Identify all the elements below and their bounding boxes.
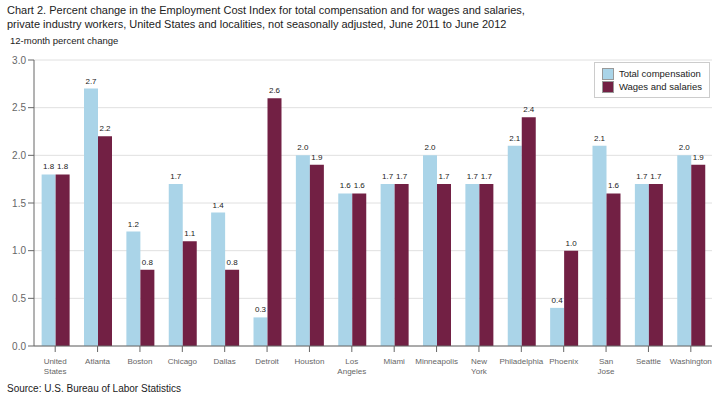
svg-text:1.5: 1.5 (12, 198, 26, 209)
svg-text:0.8: 0.8 (142, 258, 154, 267)
svg-text:0.8: 0.8 (227, 258, 239, 267)
svg-text:1.7: 1.7 (438, 172, 450, 181)
svg-text:2.1: 2.1 (594, 134, 606, 143)
svg-text:1.7: 1.7 (467, 172, 479, 181)
svg-text:1.4: 1.4 (213, 201, 225, 210)
svg-text:2.0: 2.0 (424, 143, 436, 152)
svg-text:Chicago: Chicago (168, 357, 198, 366)
svg-text:1.7: 1.7 (481, 172, 493, 181)
svg-text:1.9: 1.9 (311, 153, 323, 162)
svg-text:1.6: 1.6 (340, 181, 352, 190)
svg-text:2.7: 2.7 (85, 77, 97, 86)
html-text:private industry workers, Unit: private industry workers, United States … (7, 18, 507, 30)
svg-text:2.4: 2.4 (523, 105, 535, 114)
svg-text:1.7: 1.7 (396, 172, 408, 181)
svg-text:1.0: 1.0 (12, 245, 26, 256)
svg-text:2.0: 2.0 (679, 143, 691, 152)
svg-text:1.8: 1.8 (57, 162, 69, 171)
svg-text:Houston: Houston (295, 357, 325, 366)
svg-text:1.9: 1.9 (693, 153, 705, 162)
svg-text:Seattle: Seattle (636, 357, 661, 366)
svg-text:UnitedStates: UnitedStates (44, 357, 67, 376)
svg-text:2.0: 2.0 (297, 143, 309, 152)
svg-text:2.1: 2.1 (509, 134, 521, 143)
svg-text:Detroit: Detroit (255, 357, 279, 366)
html-text:Total compensation: Total compensation (618, 68, 701, 79)
svg-text:0.0: 0.0 (12, 341, 26, 352)
svg-text:Miami: Miami (384, 357, 406, 366)
svg-text:Washington: Washington (670, 357, 712, 366)
svg-text:2.2: 2.2 (99, 124, 111, 133)
svg-text:1.0: 1.0 (566, 239, 578, 248)
svg-text:Philadelphia: Philadelphia (500, 357, 544, 366)
svg-text:1.8: 1.8 (43, 162, 55, 171)
svg-text:1.7: 1.7 (636, 172, 648, 181)
svg-text:1.7: 1.7 (382, 172, 394, 181)
svg-text:Atlanta: Atlanta (85, 357, 110, 366)
svg-text:Phoenix: Phoenix (549, 357, 578, 366)
svg-text:1.6: 1.6 (608, 181, 620, 190)
html-text:12-month percent change: 12-month percent change (10, 35, 119, 46)
svg-text:2.5: 2.5 (12, 102, 26, 113)
svg-text:1.2: 1.2 (128, 220, 140, 229)
svg-text:2.0: 2.0 (12, 150, 26, 161)
svg-text:0.4: 0.4 (552, 296, 564, 305)
svg-text:2.6: 2.6 (269, 86, 281, 95)
svg-text:1.7: 1.7 (650, 172, 662, 181)
html-text:Wages and salaries: Wages and salaries (618, 81, 702, 92)
svg-text:0.3: 0.3 (255, 305, 267, 314)
svg-text:NewYork: NewYork (471, 357, 488, 376)
svg-text:Minneapolis: Minneapolis (415, 357, 458, 366)
html-text:Source: U.S. Bureau of Labor S: Source: U.S. Bureau of Labor Statistics (7, 383, 181, 394)
svg-text:0.5: 0.5 (12, 293, 26, 304)
html-text:Chart 2. Percent change in the: Chart 2. Percent change in the Employmen… (7, 4, 525, 16)
svg-text:1.1: 1.1 (184, 229, 196, 238)
svg-text:Dallas: Dallas (214, 357, 236, 366)
svg-text:SanJose: SanJose (598, 357, 615, 376)
svg-text:3.0: 3.0 (12, 55, 26, 66)
svg-text:Boston: Boston (127, 357, 152, 366)
svg-text:LosAngeles: LosAngeles (337, 357, 366, 376)
svg-text:1.7: 1.7 (170, 172, 182, 181)
svg-text:1.6: 1.6 (354, 181, 366, 190)
